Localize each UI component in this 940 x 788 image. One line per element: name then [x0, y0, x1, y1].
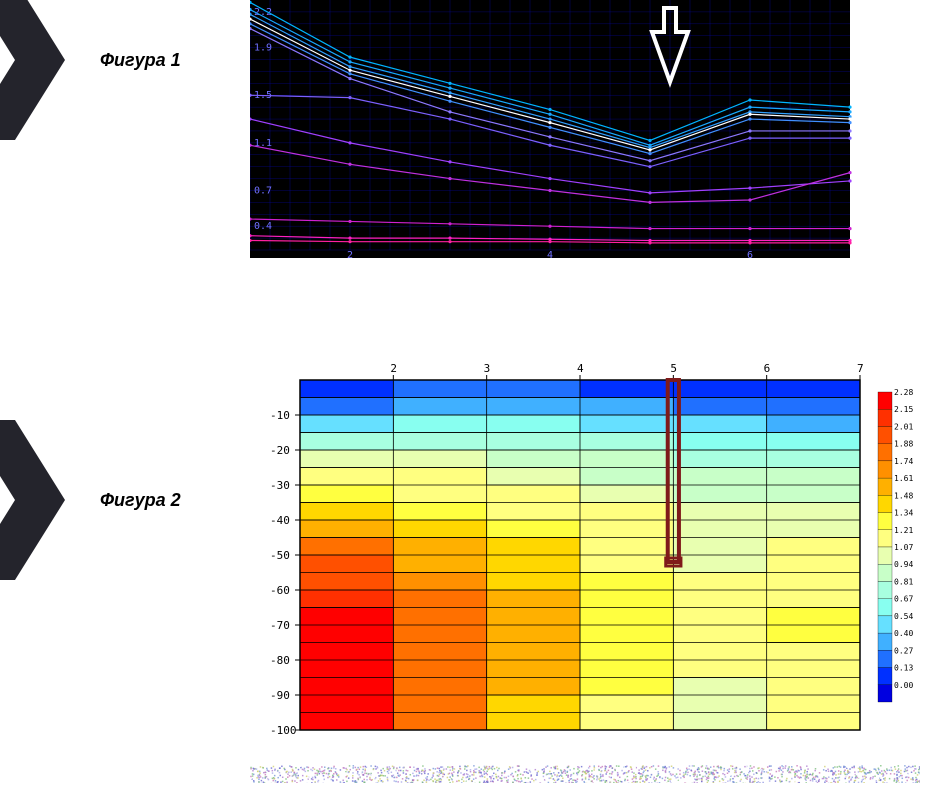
svg-text:-10: -10	[270, 409, 290, 422]
svg-text:-40: -40	[270, 514, 290, 527]
figure1-chart: 0.40.71.11.51.92.2246	[250, 0, 870, 265]
svg-text:1.61: 1.61	[894, 474, 913, 483]
svg-text:1.07: 1.07	[894, 543, 913, 552]
svg-text:1.21: 1.21	[894, 526, 913, 535]
svg-text:0.7: 0.7	[254, 185, 272, 196]
svg-text:1.48: 1.48	[894, 491, 913, 500]
svg-text:6: 6	[747, 250, 753, 260]
svg-text:1.74: 1.74	[894, 457, 913, 466]
svg-text:-80: -80	[270, 654, 290, 667]
svg-text:5: 5	[670, 362, 677, 375]
svg-text:2: 2	[390, 362, 397, 375]
figure1-label: Фигура 1	[100, 50, 181, 71]
svg-text:-30: -30	[270, 479, 290, 492]
svg-text:0.40: 0.40	[894, 629, 913, 638]
svg-text:-70: -70	[270, 619, 290, 632]
svg-text:-60: -60	[270, 584, 290, 597]
svg-text:1.9: 1.9	[254, 43, 272, 54]
svg-text:4: 4	[577, 362, 584, 375]
svg-text:0.4: 0.4	[254, 221, 272, 232]
svg-text:0.54: 0.54	[894, 612, 913, 621]
chevron-icon	[0, 0, 70, 140]
svg-text:0.00: 0.00	[894, 681, 913, 690]
svg-text:1.34: 1.34	[894, 509, 913, 518]
svg-text:-90: -90	[270, 689, 290, 702]
svg-text:7: 7	[857, 362, 864, 375]
svg-text:0.81: 0.81	[894, 577, 913, 586]
svg-text:6: 6	[764, 362, 771, 375]
svg-text:-100: -100	[270, 724, 297, 737]
svg-text:0.67: 0.67	[894, 595, 913, 604]
svg-text:1.88: 1.88	[894, 440, 913, 449]
svg-text:2.28: 2.28	[894, 388, 913, 397]
svg-text:0.13: 0.13	[894, 664, 913, 673]
chevron-icon	[0, 420, 70, 580]
noise-strip	[250, 765, 920, 783]
svg-text:2: 2	[347, 250, 353, 260]
svg-text:4: 4	[547, 250, 553, 260]
svg-text:-20: -20	[270, 444, 290, 457]
svg-text:3: 3	[484, 362, 491, 375]
svg-text:2.01: 2.01	[894, 422, 913, 431]
svg-text:-50: -50	[270, 549, 290, 562]
figure2-chart: 2 3 4 5 6 7 -10 -20 -30 -40 -50 -60 -70 -80 -90 -100 2.2…	[250, 360, 930, 755]
svg-text:2.15: 2.15	[894, 405, 913, 414]
figure2-label: Фигура 2	[100, 490, 181, 511]
svg-text:0.27: 0.27	[894, 646, 913, 655]
svg-text:0.94: 0.94	[894, 560, 913, 569]
